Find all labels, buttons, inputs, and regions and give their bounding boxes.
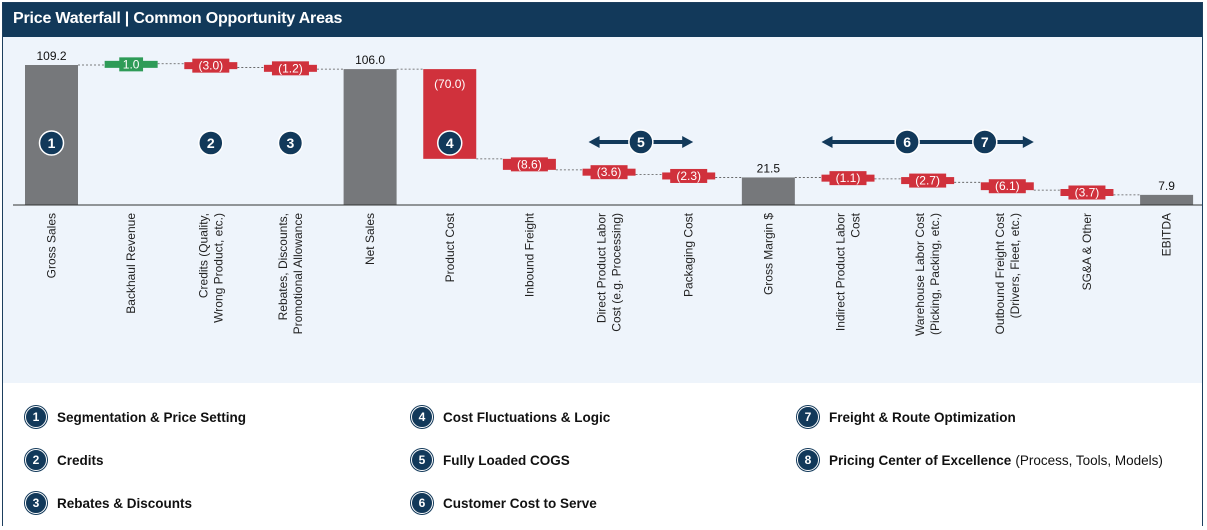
legend-item-1: 1 Segmentation & Price Setting — [25, 406, 246, 428]
data-label-13: (3.7) — [1075, 186, 1100, 200]
range-arrow-6-head-left — [821, 136, 833, 148]
tick-label-9: Gross Margin $ — [761, 213, 775, 295]
badge-7 — [972, 129, 998, 155]
data-label-5: (70.0) — [434, 77, 465, 91]
tick-label-12: Outbound Freight Cost — [993, 212, 1007, 334]
data-label-11: (2.7) — [915, 174, 940, 188]
legend-item-2: 2 Credits — [25, 449, 104, 471]
legend-label-5: Fully Loaded COGS — [443, 452, 570, 468]
data-label-14: 7.9 — [1158, 179, 1175, 193]
badge-3-num: 3 — [287, 135, 295, 151]
tick-label-10: Cost — [849, 212, 863, 237]
legend-label-2: Credits — [57, 452, 104, 468]
tick-label-7: Cost (e.g. Processing) — [610, 213, 624, 332]
legend-item-7: 7 Freight & Route Optimization — [797, 406, 1016, 428]
legend-label-4: Cost Fluctuations & Logic — [443, 409, 611, 425]
data-label-bg-2 — [192, 58, 230, 73]
bar-9 — [741, 177, 795, 205]
data-label-8: (2.3) — [676, 169, 701, 183]
range-arrow-6-head-right — [1022, 136, 1034, 148]
data-label-0: 109.2 — [36, 49, 66, 63]
tick-label-10: Indirect Product Labor — [834, 213, 848, 331]
legend-label-3: Rebates & Discounts — [57, 495, 193, 511]
data-label-2: (3.0) — [198, 59, 223, 73]
tick-label-12: (Drivers, Fleet, etc.) — [1008, 213, 1022, 318]
waterfall-chart: 109.2 1.0 (3.0) (1.2) 106.0 (70.0) (8.6) (3.6) (… — [13, 49, 1202, 336]
legend-badge-8: 8 — [797, 449, 819, 471]
data-label-bg-3 — [271, 61, 309, 76]
tick-label-5: Product Cost — [443, 212, 457, 282]
legend-item-8: 8 Pricing Center of Excellence (Process,… — [797, 449, 1163, 471]
tick-label-3: Rebates, Discounts, — [276, 213, 290, 320]
tick-label-11: Warehouse Labor Cost — [913, 212, 927, 336]
data-label-bg-6 — [510, 157, 548, 172]
tick-label-4: Net Sales — [363, 213, 377, 265]
data-label-bg-7 — [590, 165, 628, 180]
data-label-bg-8 — [670, 168, 708, 183]
badge-5 — [628, 129, 654, 155]
header-bar: Price Waterfall | Common Opportunity Are… — [3, 3, 1202, 37]
tick-label-11: (Picking, Packing, etc.) — [928, 213, 942, 335]
data-label-3: (1.2) — [278, 61, 303, 75]
legend-item-6: 6 Customer Cost to Serve — [411, 492, 597, 514]
data-label-bg-1 — [119, 57, 144, 72]
badge-5-num: 5 — [637, 134, 645, 150]
data-label-bg-12 — [988, 179, 1026, 194]
bar-4 — [343, 69, 397, 205]
badge-4 — [437, 130, 463, 156]
badge-1 — [38, 130, 65, 156]
bar-14 — [1140, 194, 1194, 205]
data-label-1: 1.0 — [123, 57, 140, 71]
chart-area: 109.2 1.0 (3.0) (1.2) 106.0 (70.0) (8.6) (3.6) (… — [3, 37, 1202, 383]
legend-note-8: (Process, Tools, Models) — [1015, 452, 1163, 468]
legend-badge-7: 7 — [797, 406, 819, 428]
legend-label-8: Pricing Center of Excellence — [829, 452, 1012, 468]
tick-label-3: Promotional Allowance — [291, 213, 305, 335]
tick-label-14: EBITDA — [1160, 213, 1174, 256]
legend-badge-4: 4 — [411, 406, 433, 428]
badge-6 — [894, 129, 920, 155]
data-label-9: 21.5 — [757, 161, 781, 175]
legend-badge-5: 5 — [411, 449, 433, 471]
legend-label-6: Customer Cost to Serve — [443, 495, 597, 511]
data-label-bg-13 — [1068, 185, 1106, 200]
tick-label-2: Wrong Product, etc.) — [211, 213, 225, 323]
tick-label-6: Inbound Freight — [522, 212, 536, 297]
tick-label-2: Credits (Quality, — [196, 213, 210, 298]
range-arrow-5-head-right — [682, 136, 694, 148]
legend-item-4: 4 Cost Fluctuations & Logic — [411, 406, 610, 428]
legend-item-5: 5 Fully Loaded COGS — [411, 449, 570, 471]
data-label-7: (3.6) — [597, 165, 622, 179]
legend-label-1: Segmentation & Price Setting — [57, 409, 247, 425]
legend-panel: 1 Segmentation & Price Setting 2 Credits… — [3, 383, 1202, 527]
tick-label-8: Packaging Cost — [682, 212, 696, 297]
tick-label-7: Direct Product Labor — [595, 213, 609, 323]
legend-item-3: 3 Rebates & Discounts — [25, 492, 192, 514]
legend-badge-3: 3 — [25, 492, 47, 514]
data-label-12: (6.1) — [995, 179, 1020, 193]
legend-badge-6: 6 — [411, 492, 433, 514]
badge-1-num: 1 — [48, 135, 56, 151]
badge-3 — [277, 130, 304, 156]
tick-label-1: Backhaul Revenue — [124, 213, 138, 314]
page-title: Price Waterfall | Common Opportunity Are… — [13, 10, 343, 27]
tick-label-13: SG&A & Other — [1080, 213, 1094, 290]
data-label-10: (1.1) — [836, 171, 861, 185]
badge-6-num: 6 — [903, 134, 911, 150]
badge-4-num: 4 — [446, 135, 454, 151]
tick-label-0: Gross Sales — [45, 213, 59, 278]
badge-2-num: 2 — [207, 135, 215, 151]
legend-label-7: Freight & Route Optimization — [829, 409, 1016, 425]
legend-badge-1: 1 — [25, 406, 47, 428]
badge-2 — [198, 130, 224, 156]
data-label-bg-10 — [829, 171, 867, 186]
badge-7-num: 7 — [981, 134, 989, 150]
data-label-6: (8.6) — [517, 157, 542, 171]
legend-badge-2: 2 — [25, 449, 47, 471]
data-label-4: 106.0 — [355, 53, 385, 67]
range-arrow-5-head-left — [588, 136, 600, 148]
data-label-bg-11 — [909, 173, 947, 188]
